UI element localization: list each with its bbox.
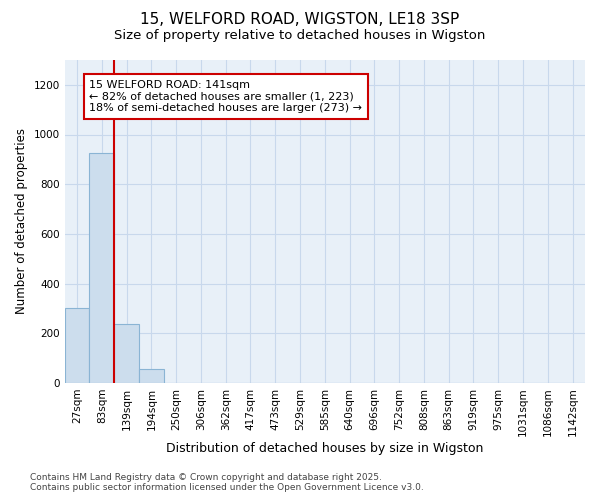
Y-axis label: Number of detached properties: Number of detached properties	[15, 128, 28, 314]
Bar	[139, 369, 164, 383]
Text: Contains HM Land Registry data © Crown copyright and database right 2025.
Contai: Contains HM Land Registry data © Crown c…	[30, 473, 424, 492]
Bar	[114, 324, 139, 383]
Bar	[89, 153, 114, 383]
X-axis label: Distribution of detached houses by size in Wigston: Distribution of detached houses by size …	[166, 442, 484, 455]
Text: 15 WELFORD ROAD: 141sqm
← 82% of detached houses are smaller (1, 223)
18% of sem: 15 WELFORD ROAD: 141sqm ← 82% of detache…	[89, 80, 362, 113]
Text: Size of property relative to detached houses in Wigston: Size of property relative to detached ho…	[115, 29, 485, 42]
Bar	[65, 308, 89, 383]
Text: 15, WELFORD ROAD, WIGSTON, LE18 3SP: 15, WELFORD ROAD, WIGSTON, LE18 3SP	[140, 12, 460, 28]
